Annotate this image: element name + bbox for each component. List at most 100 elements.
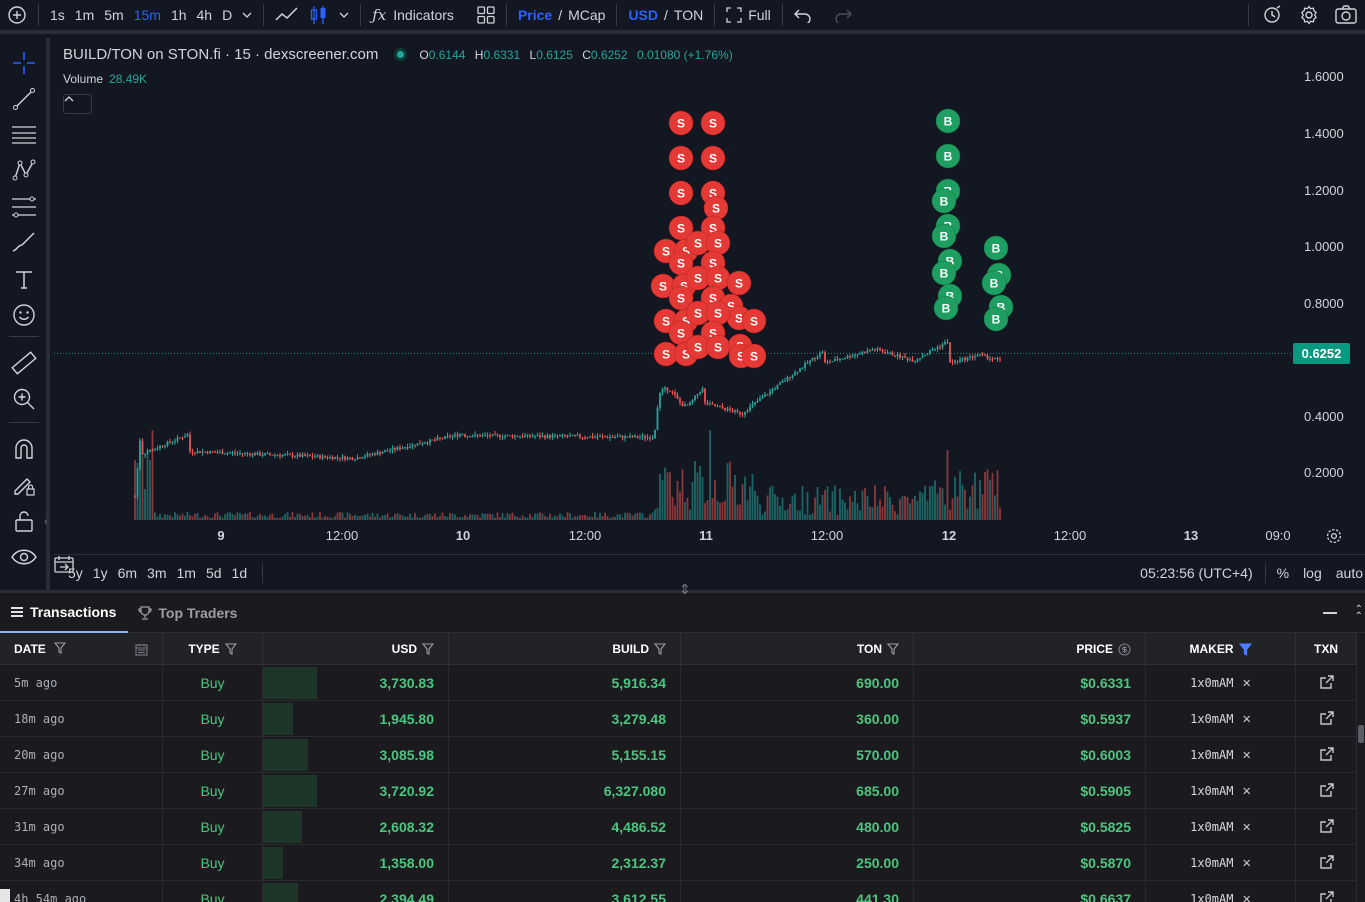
pattern-icon[interactable] [9,156,39,186]
redo-icon[interactable] [829,0,857,30]
header-type[interactable]: TYPE [163,633,263,665]
range-1m[interactable]: 1m [176,564,196,581]
external-link-icon[interactable] [1319,675,1334,690]
range-6m[interactable]: 6m [117,564,138,581]
remove-filter-x-icon[interactable]: ✕ [1242,710,1251,727]
candles-chart-icon[interactable] [304,0,334,30]
table-row[interactable]: 27m ago Buy 3,720.92 6,327.080 685.00 $0… [0,772,1357,809]
interval-4h[interactable]: 4h [196,7,213,23]
filter-active-icon[interactable] [1238,643,1252,656]
maker-address[interactable]: 1x0mAM [1190,711,1234,726]
full-range-button[interactable]: Full [721,0,776,30]
fib-retracement-icon[interactable] [9,192,39,222]
price-option[interactable]: Price [517,7,553,23]
emoji-icon[interactable] [9,300,39,330]
interval-1s[interactable]: 1s [50,7,65,23]
tab-transactions[interactable]: Transactions [0,593,129,633]
percent-scale-toggle[interactable]: % [1276,564,1290,581]
header-maker[interactable]: MAKER [1146,633,1296,665]
header-price[interactable]: PRICE [914,633,1146,665]
interval-5m[interactable]: 5m [104,7,124,23]
row-txn[interactable] [1296,880,1357,902]
tab-top-traders[interactable]: Top Traders [128,593,249,633]
expand-chevrons-icon[interactable]: ⌃ ⌃ [1354,603,1363,622]
external-link-icon[interactable] [1319,819,1334,834]
table-row[interactable]: 34m ago Buy 1,358.00 2,312.37 250.00 $0.… [0,844,1357,881]
table-row[interactable]: 20m ago Buy 3,085.98 5,155.15 570.00 $0.… [0,736,1357,773]
row-txn[interactable] [1296,736,1357,773]
range-1d[interactable]: 1d [231,564,248,581]
trend-line-icon[interactable] [9,84,39,114]
crosshair-icon[interactable] [9,48,39,78]
mcap-option[interactable]: MCap [568,7,606,23]
range-3m[interactable]: 3m [147,564,167,581]
maker-address[interactable]: 1x0mAM [1190,855,1234,870]
currency-toggle[interactable]: USD / TON [623,0,708,30]
add-symbol-button[interactable] [0,0,32,30]
range-5y[interactable]: 5y [68,564,83,581]
filter-icon[interactable] [654,643,666,655]
table-row[interactable]: 18m ago Buy 1,945.80 3,279.48 360.00 $0.… [0,700,1357,737]
header-usd[interactable]: USD [263,633,449,665]
vertical-scrollbar[interactable] [1357,665,1365,902]
lock-icon[interactable] [9,506,39,536]
line-chart-icon[interactable] [270,0,304,30]
external-link-icon[interactable] [1319,783,1334,798]
undo-icon[interactable] [789,0,817,30]
header-ton[interactable]: TON [681,633,914,665]
maker-address[interactable]: 1x0mAM [1190,675,1234,690]
filter-icon[interactable] [887,643,899,655]
remove-filter-x-icon[interactable]: ✕ [1242,890,1251,902]
text-tool-icon[interactable] [9,264,39,294]
range-5d[interactable]: 5d [205,564,222,581]
ruler-icon[interactable] [9,348,39,378]
price-mcap-toggle[interactable]: Price / MCap [513,0,611,30]
magnet-icon[interactable] [9,434,39,464]
row-txn[interactable] [1296,772,1357,809]
screenshot-camera-icon[interactable] [1327,0,1365,30]
ton-option[interactable]: TON [673,7,704,23]
collapse-toolbar-chevron-icon[interactable]: ‹ [44,516,48,528]
maker-address[interactable]: 1x0mAM [1190,747,1234,762]
row-txn[interactable] [1296,664,1357,701]
external-link-icon[interactable] [1319,855,1334,870]
calendar-icon[interactable] [135,643,148,656]
maker-address[interactable]: 1x0mAM [1190,819,1234,834]
candlestick-canvas[interactable]: SSSSSSSSSSSSSSSSSSSSSSSSSSSSSSSSSSSSSSBB… [54,38,1294,520]
price-chart[interactable]: SSSSSSSSSSSSSSSSSSSSSSSSSSSSSSSSSSSSSSBB… [54,38,1365,590]
zoom-in-icon[interactable] [9,384,39,414]
log-scale-toggle[interactable]: log [1303,564,1322,581]
lock-pencil-icon[interactable] [9,470,39,500]
interval-1m[interactable]: 1m [74,7,95,23]
horizontal-lines-icon[interactable] [9,120,39,150]
interval-D[interactable]: D [222,7,233,23]
layouts-grid-icon[interactable] [472,0,500,30]
interval-1h[interactable]: 1h [170,7,187,23]
clock-timezone[interactable]: 05:23:56 (UTC+4) [1140,564,1253,581]
remove-filter-x-icon[interactable]: ✕ [1242,818,1251,835]
remove-filter-x-icon[interactable]: ✕ [1242,782,1251,799]
quick-search-icon[interactable] [1255,0,1291,30]
remove-filter-x-icon[interactable]: ✕ [1242,854,1251,871]
range-1y[interactable]: 1y [92,564,108,581]
filter-icon[interactable] [53,642,67,654]
minimize-panel-icon[interactable] [1322,611,1337,614]
indicators-button[interactable]: ƒx Indicators [367,0,459,30]
resize-handle-icon[interactable]: ⇕ [679,581,691,597]
header-date[interactable]: DATE [0,633,163,665]
remove-filter-x-icon[interactable]: ✕ [1242,746,1251,763]
interval-15m[interactable]: 15m [133,7,161,23]
remove-filter-x-icon[interactable]: ✕ [1242,674,1251,691]
header-build[interactable]: BUILD [449,633,681,665]
maker-address[interactable]: 1x0mAM [1190,891,1234,902]
row-txn[interactable] [1296,808,1357,845]
currency-toggle-icon[interactable] [1118,642,1131,656]
filter-icon[interactable] [422,643,434,655]
settings-gear-icon[interactable] [1291,0,1327,30]
row-txn[interactable] [1296,844,1357,881]
external-link-icon[interactable] [1319,747,1334,762]
collapse-legend-button[interactable] [63,94,92,114]
brush-icon[interactable] [9,228,39,258]
interval-dropdown-chevron-icon[interactable] [237,0,257,30]
external-link-icon[interactable] [1319,711,1334,726]
